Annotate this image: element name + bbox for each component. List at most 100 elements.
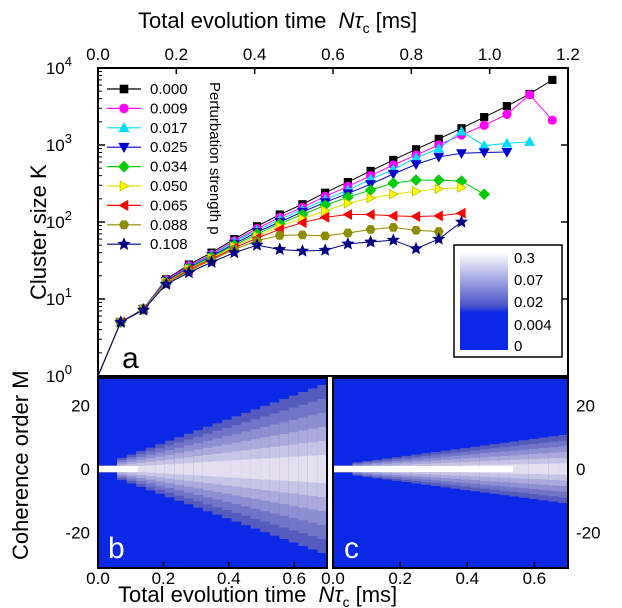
data-point: [343, 197, 354, 209]
panel-b-x-tick-label: 0.2: [152, 569, 176, 588]
legend-entry-0.050: 0.050: [107, 178, 188, 195]
data-point: [388, 223, 399, 232]
panel-c-x-tick-label: 0.2: [388, 569, 412, 588]
legend-label: 0.009: [150, 100, 188, 117]
legend-label: 0.050: [150, 178, 188, 195]
legend-marker: [119, 180, 130, 192]
heatmap-cell: [260, 458, 271, 480]
data-point: [502, 102, 511, 111]
data-point: [364, 209, 375, 220]
heatmap-cell: [241, 459, 252, 479]
panel-b-y-tick-label: -20: [65, 523, 90, 542]
top-x-axis-title: Total evolution time Nτc [ms]: [138, 8, 417, 36]
legend-entry-0.017: 0.017: [107, 120, 188, 137]
panel-a-y-ticks: 100 101 102 103 104: [46, 54, 568, 386]
data-point: [409, 241, 423, 255]
panel-c-y-tick-label: -20: [576, 523, 601, 542]
colorbar: 0.3 0.07 0.02 0.004 0: [453, 244, 563, 358]
data-point: [432, 174, 445, 186]
data-point: [502, 109, 512, 119]
data-point: [524, 136, 536, 146]
y-tick-label: 100: [46, 362, 72, 386]
top-x-tick-label: 0.0: [86, 45, 110, 64]
panel-b-y-axis-title: Coherence order M: [8, 370, 33, 560]
data-point: [501, 147, 513, 158]
legend-entry-0.025: 0.025: [107, 139, 188, 156]
top-x-tick-label: 0.2: [165, 45, 189, 64]
panel-b-y-tick-label: 0: [81, 460, 90, 479]
data-point: [411, 225, 422, 235]
legend-title: Perturbation strength p: [206, 82, 223, 235]
data-point: [387, 210, 398, 222]
data-point: [433, 210, 443, 222]
top-x-tick-label: 1.0: [478, 45, 502, 64]
data-point: [547, 115, 557, 125]
data-point: [433, 142, 445, 153]
y-tick-label: 104: [46, 54, 72, 78]
panel-a: 0.0 0.2 0.4 0.6 0.8 1.0 1.2 100 101 102 103 104 0.…: [46, 45, 580, 386]
panel-c-x-tick-label: 0.4: [455, 569, 479, 588]
panel-b-x-tick-label: 0.6: [282, 569, 306, 588]
data-point: [433, 152, 445, 163]
data-point: [411, 185, 422, 197]
data-point: [297, 230, 308, 240]
data-point: [410, 174, 422, 186]
heatmap-cell: [288, 456, 299, 482]
heatmap-cell: [183, 463, 195, 475]
heatmap-cell: [231, 460, 242, 478]
legend-entry-0.009: 0.009: [107, 100, 188, 117]
data-point: [548, 75, 557, 85]
heatmap-cell: [317, 455, 327, 483]
legend: 0.000 0.009 0.017 0.025 0.034 0.050 0.065 0.088…: [107, 81, 188, 253]
panel-b-x-tick-label: 0.4: [217, 569, 241, 588]
panel-c-x-tick-label: 0.0: [321, 569, 345, 588]
heatmap-cell: [298, 456, 309, 482]
data-point: [227, 245, 241, 259]
heatmap-cell: [164, 464, 175, 474]
legend-label: 0.025: [150, 139, 188, 156]
heatmap-cell: [212, 461, 223, 477]
data-point: [364, 235, 378, 248]
panel-c-letter: c: [344, 532, 359, 565]
data-point: [182, 265, 196, 279]
data-point: [320, 231, 331, 241]
legend-marker: [119, 84, 129, 94]
legend-marker: [118, 121, 130, 133]
data-point: [386, 233, 400, 246]
data-point: [434, 183, 445, 195]
series-0.108: [97, 215, 469, 377]
colorbar-gradient: [460, 252, 508, 350]
data-point: [296, 217, 307, 229]
data-point: [457, 182, 468, 194]
legend-label: 0.017: [150, 120, 188, 137]
data-point: [273, 242, 287, 256]
data-point: [480, 113, 489, 122]
heatmap-cell: [155, 464, 166, 474]
y-tick-label: 103: [46, 131, 72, 155]
legend-label: 0.065: [150, 197, 188, 214]
data-point: [433, 227, 444, 236]
data-point: [389, 188, 399, 200]
top-x-tick-label: 0.8: [400, 45, 424, 64]
panel-b-frame: [97, 377, 328, 569]
heatmap-cell: [307, 455, 319, 483]
data-point: [295, 244, 310, 257]
legend-marker: [117, 160, 131, 173]
legend-label: 0.108: [150, 236, 188, 253]
legend-label: 0.034: [150, 159, 188, 176]
data-point: [366, 192, 377, 204]
heatmap-cell: [145, 465, 156, 473]
panel-a-series: [97, 75, 557, 377]
heatmap-cell: [528, 463, 540, 475]
colorbar-label-1: 0.07: [514, 272, 543, 289]
panel-b-y-tick-label: 20: [71, 397, 90, 416]
data-point: [159, 277, 173, 290]
legend-entry-0.108: 0.108: [107, 236, 188, 253]
legend-entry-0.088: 0.088: [107, 217, 188, 234]
data-point: [525, 90, 535, 100]
panel-c-frame: [332, 377, 569, 569]
data-point: [114, 315, 128, 328]
heatmap-cell: [269, 457, 280, 481]
colorbar-label-3: 0.004: [514, 317, 552, 334]
data-point: [365, 225, 376, 234]
